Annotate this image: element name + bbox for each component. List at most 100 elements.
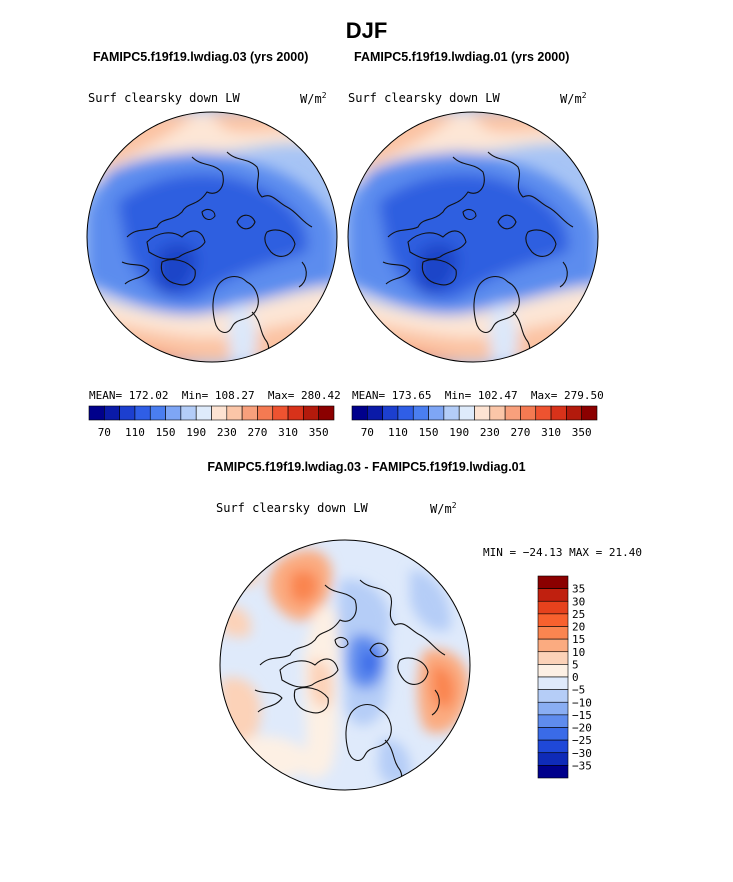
colorbar-tick-label: 190 [449,426,469,439]
panel-2-variable-label: Surf clearsky down LW [348,91,500,105]
diff-colorbar-label: 20 [572,621,585,634]
panel-1-units: W/m2 [300,91,327,106]
colorbar-swatch [257,405,274,421]
diff-colorbar-swatch [537,651,569,665]
panel-2-units: W/m2 [560,91,587,106]
panel-1-max: 280.42 [301,389,341,402]
colorbar-tick-label: 230 [480,426,500,439]
colorbar-tick-label: 230 [217,426,237,439]
colorbar-tick-label: 110 [388,426,408,439]
panel-1-min-label: Min= [181,389,209,402]
colorbar-swatch [520,405,537,421]
panel-1-units-exp: 2 [321,91,327,100]
colorbar-swatch [581,405,598,421]
diff-colorbar-label: −25 [572,734,592,747]
colorbar-swatch [535,405,552,421]
diff-colorbar-swatch [537,638,569,653]
diff-colorbar-label: −30 [572,747,592,760]
diff-polar-map [219,539,471,791]
colorbar-swatch [443,405,460,421]
diff-colorbar-swatch [537,714,569,728]
colorbar-tick-label: 270 [248,426,268,439]
diff-colorbar-label: 0 [572,671,579,684]
colorbar-swatch [474,405,491,421]
colorbar-swatch [566,405,582,421]
colorbar-swatch [180,405,197,421]
panel-1-mean: 172.02 [128,389,169,402]
colorbar-swatch [458,405,475,421]
diff-colorbar-swatch [537,689,569,703]
panel-1-stats: MEAN= 172.02 Min= 108.27 Max= 280.42 [89,389,341,402]
colorbar-swatch [272,405,289,421]
colorbar-swatch [397,405,414,421]
panel-1-polar-map [86,111,338,363]
diff-colorbar-swatch [537,752,569,766]
diff-colorbar-label: −35 [572,759,592,772]
panel-2-case-title: FAMIPC5.f19f19.lwdiag.01 (yrs 2000) [354,50,570,64]
colorbar-tick-label: 190 [186,426,206,439]
diff-colorbar-label: −10 [572,696,592,709]
colorbar-swatch [195,405,212,421]
colorbar-swatch [287,405,304,421]
panel-1-variable-label: Surf clearsky down LW [88,91,240,105]
panel-2-max: 279.50 [564,389,604,402]
colorbar-swatch [165,405,182,421]
panel-2-mean: 173.65 [391,389,432,402]
diff-colorbar-label: 10 [572,646,585,659]
colorbar-swatch [412,405,429,421]
page-title: DJF [345,18,388,43]
panel-2-stats: MEAN= 173.65 Min= 102.47 Max= 279.50 [352,389,604,402]
panel-1-units-text: W/m [300,92,322,106]
colorbar-swatch [550,405,567,421]
panel-1-min: 108.27 [214,389,255,402]
diff-colorbar-label: 15 [572,633,585,646]
panel-2-units-exp: 2 [581,91,587,100]
panel-2-mean-label: MEAN= [352,389,386,402]
diff-colorbar-swatch [537,613,569,627]
colorbar-tick-label: 150 [156,426,176,439]
colorbar-swatch [211,405,228,421]
diff-variable-label: Surf clearsky down LW [216,501,368,515]
diff-colorbar-swatch [537,676,569,690]
panel-2-colorbar: 70 110 150 190 230 270 310 350 [351,405,598,439]
colorbar-swatch [428,405,445,421]
diff-colorbar-swatch [537,626,569,640]
diff-colorbar-label: −15 [572,709,592,722]
diff-colorbar-swatch [537,701,569,716]
colorbar-swatch [303,405,319,421]
colorbar-tick-label: 350 [572,426,592,439]
colorbar-tick-label: 270 [511,426,531,439]
diff-colorbar-swatch [537,575,569,589]
colorbar-swatch [351,405,368,421]
diff-colorbar-swatch [537,765,569,779]
diff-units-exp: 2 [451,501,457,510]
colorbar-swatch [367,405,383,421]
panel-2-polar-map [347,111,599,363]
colorbar-swatch [149,405,166,421]
panel-1-colorbar: 70 110 150 190 230 270 310 350 [88,405,335,439]
panel-2-max-label: Max= [530,389,558,402]
diff-stats: MIN = −24.13 MAX = 21.40 [483,546,642,559]
diff-title: FAMIPC5.f19f19.lwdiag.03 - FAMIPC5.f19f1… [207,460,526,474]
colorbar-tick-label: 70 [361,426,374,439]
colorbar-tick-label: 310 [278,426,298,439]
diff-colorbar-swatch [537,739,569,754]
diff-colorbar-swatch [537,664,569,678]
colorbar-swatch [318,405,335,421]
diff-colorbar-label: 35 [572,583,585,596]
colorbar-tick-label: 110 [125,426,145,439]
colorbar-tick-label: 350 [309,426,329,439]
panel-1-mean-label: MEAN= [89,389,123,402]
diff-colorbar-label: −5 [572,684,585,697]
colorbar-swatch [119,405,136,421]
panel-1-case-title: FAMIPC5.f19f19.lwdiag.03 (yrs 2000) [93,50,309,64]
panel-2-min: 102.47 [477,389,518,402]
colorbar-swatch [226,405,243,421]
diff-colorbar-label: 30 [572,595,585,608]
panel-2-units-text: W/m [560,92,582,106]
colorbar-swatch [104,405,120,421]
colorbar-tick-label: 310 [541,426,561,439]
colorbar-tick-label: 150 [419,426,439,439]
colorbar-swatch [241,405,258,421]
